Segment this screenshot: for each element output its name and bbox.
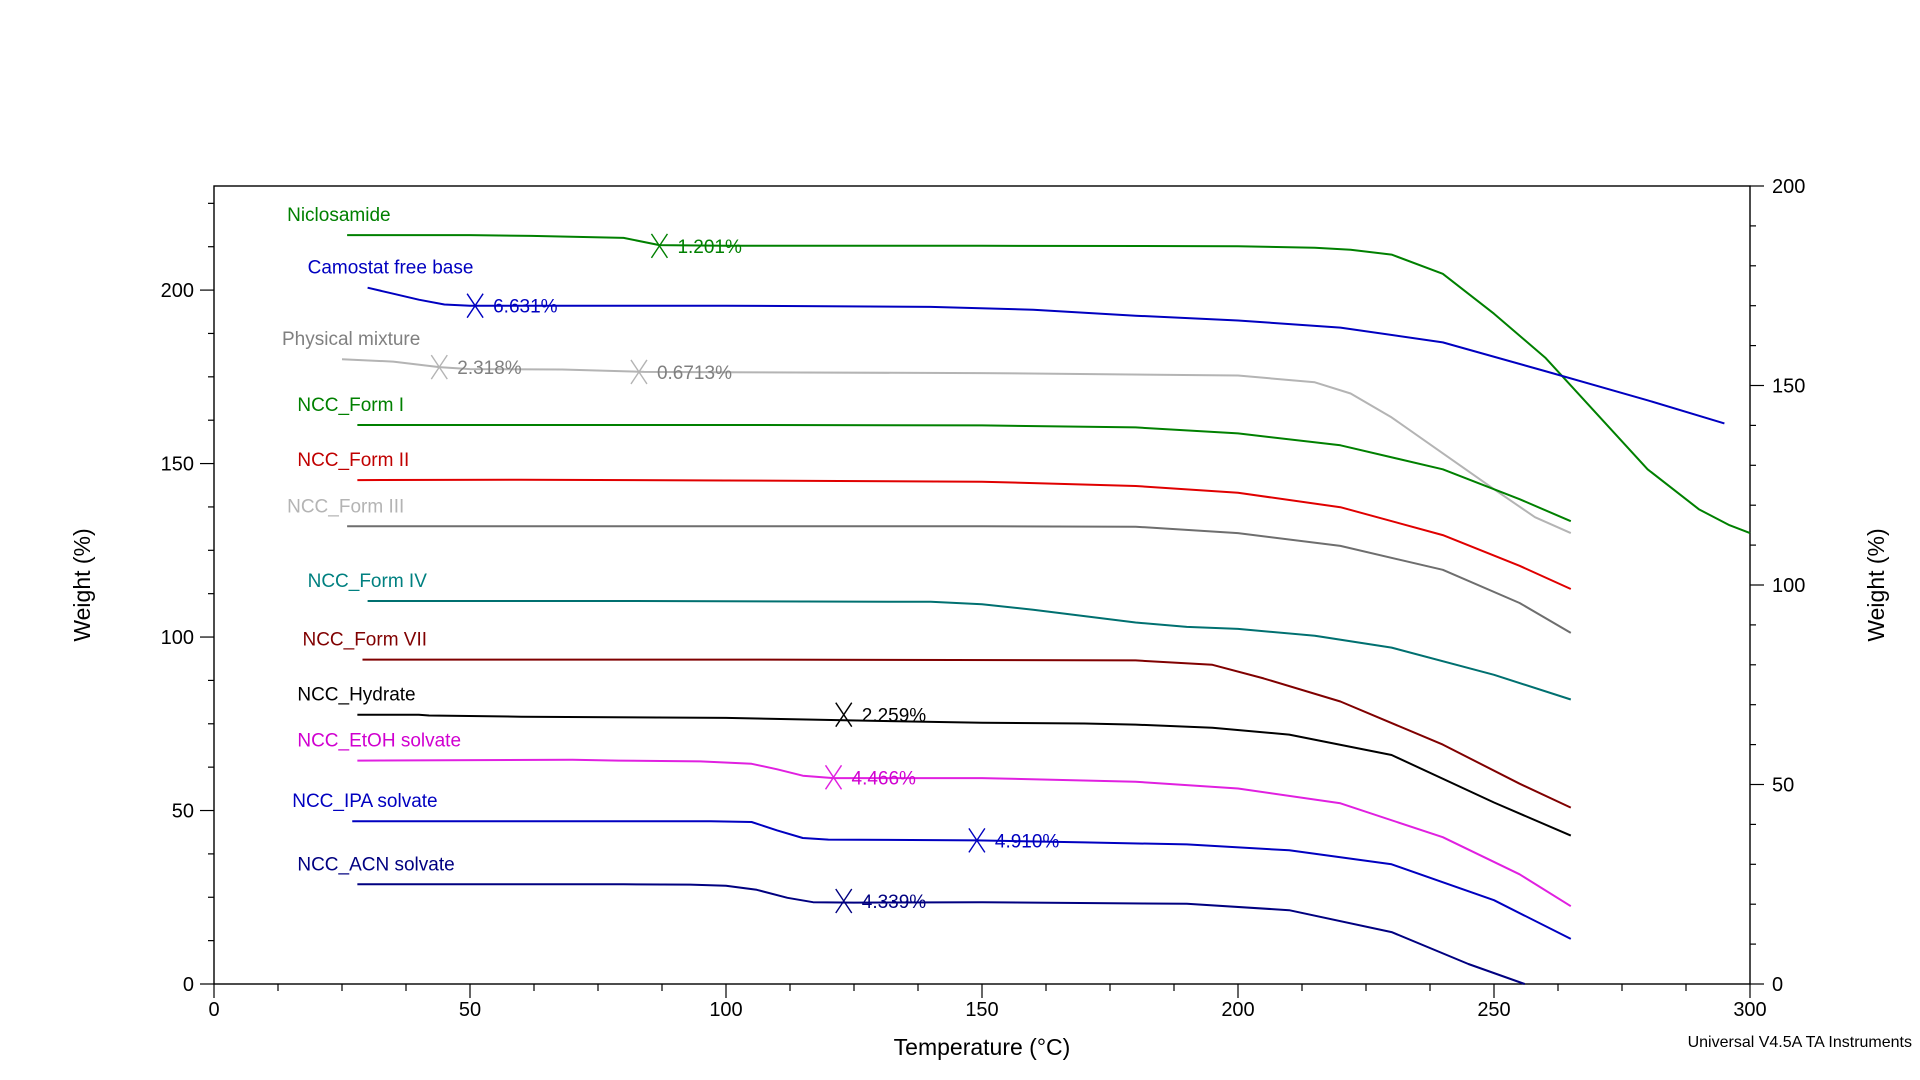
x-tick-label: 200: [1221, 999, 1254, 1021]
step-marker: [835, 702, 853, 728]
series-layer: Niclosamide 1.201% Camostat free base 6.631…: [282, 205, 1751, 985]
series-line: [347, 234, 1751, 535]
series-line: [367, 600, 1572, 701]
series-ncc-form-vii: NCC_Form VII: [302, 630, 1572, 809]
right-tick-label: 0: [1772, 974, 1783, 996]
x-tick-label: 250: [1477, 999, 1510, 1021]
series-line: [357, 478, 1572, 590]
series-ncc-acn-solvate: NCC_ACN solvate 4.339%: [297, 854, 1526, 985]
series-niclosamide: Niclosamide 1.201%: [287, 205, 1751, 535]
series-label: Niclosamide: [287, 205, 390, 226]
series-label: Physical mixture: [282, 329, 420, 350]
series-label: Camostat free base: [308, 258, 474, 279]
series-ncc-form-iii: NCC_Form III: [287, 496, 1572, 634]
step-marker: [630, 359, 648, 385]
series-label: NCC_Form IV: [308, 571, 428, 592]
series-label: NCC_Form III: [287, 496, 404, 517]
weight-loss-label: 4.910%: [995, 831, 1060, 852]
series-label: NCC_ACN solvate: [297, 854, 454, 875]
weight-loss-label: 4.339%: [862, 892, 927, 913]
right-tick-label: 150: [1772, 376, 1805, 398]
right-tick-label: 200: [1772, 176, 1805, 198]
step-marker: [968, 827, 986, 853]
weight-loss-label: 1.201%: [677, 237, 742, 258]
series-line: [357, 713, 1572, 837]
right-tick-label: 100: [1772, 575, 1805, 597]
series-line: [362, 658, 1572, 809]
series-line: [341, 358, 1572, 535]
step-marker: [824, 764, 843, 790]
x-axis-title: Temperature (°C): [894, 1034, 1071, 1060]
left-tick-label: 0: [183, 974, 194, 996]
x-tick-label: 300: [1733, 999, 1766, 1021]
step-marker: [466, 293, 484, 319]
series-line: [347, 525, 1572, 634]
weight-loss-label: 4.466%: [852, 768, 917, 789]
series-label: NCC_Form VII: [302, 630, 427, 651]
right-y-axis: 0 50 100 150 200: [1750, 176, 1805, 996]
left-tick-label: 200: [161, 280, 194, 302]
series-ncc-ipa-solvate: NCC_IPA solvate 4.910%: [292, 791, 1572, 940]
series-line: [352, 820, 1572, 940]
series-label: NCC_IPA solvate: [292, 791, 437, 812]
left-y-axis-title: Weight (%): [69, 528, 95, 641]
right-y-axis-title: Weight (%): [1863, 528, 1889, 641]
series-label: NCC_Form I: [297, 395, 404, 416]
series-ncc-form-ii: NCC_Form II: [297, 450, 1572, 590]
left-y-axis: 0 50 100 150 200: [161, 202, 214, 996]
x-tick-label: 100: [709, 999, 742, 1021]
series-ncc-hydrate: NCC_Hydrate 2.259%: [297, 685, 1572, 837]
step-marker: [430, 354, 448, 380]
weight-loss-label: 0.6713%: [657, 363, 732, 384]
left-tick-label: 100: [161, 627, 194, 649]
series-label: NCC_Hydrate: [297, 685, 415, 706]
step-marker: [835, 888, 853, 914]
x-tick-label: 150: [965, 999, 998, 1021]
x-tick-label: 0: [208, 999, 219, 1021]
x-tick-label: 50: [459, 999, 481, 1021]
series-line: [357, 424, 1572, 523]
weight-loss-label: 2.318%: [457, 358, 522, 379]
series-ncc-form-iv: NCC_Form IV: [308, 571, 1572, 701]
series-line: [367, 286, 1725, 425]
left-tick-label: 150: [161, 454, 194, 476]
series-ncc-form-i: NCC_Form I: [297, 395, 1572, 523]
series-ncc-etoh-solvate: NCC_EtOH solvate 4.466%: [297, 731, 1572, 908]
step-marker: [650, 233, 669, 259]
x-axis: 0 50 100 150 200 250 300: [208, 984, 1767, 1021]
right-tick-label: 50: [1772, 775, 1794, 797]
weight-loss-label: 6.631%: [493, 297, 558, 318]
series-line: [357, 883, 1526, 985]
series-camostat-free-base: Camostat free base 6.631%: [308, 258, 1725, 425]
left-tick-label: 50: [172, 801, 194, 823]
instrument-footer: Universal V4.5A TA Instruments: [1688, 1034, 1912, 1051]
series-physical-mixture: Physical mixture 2.318% 0.6713%: [282, 329, 1572, 535]
series-label: NCC_Form II: [297, 450, 409, 471]
weight-loss-label: 2.259%: [862, 706, 927, 727]
series-label: NCC_EtOH solvate: [297, 731, 461, 752]
